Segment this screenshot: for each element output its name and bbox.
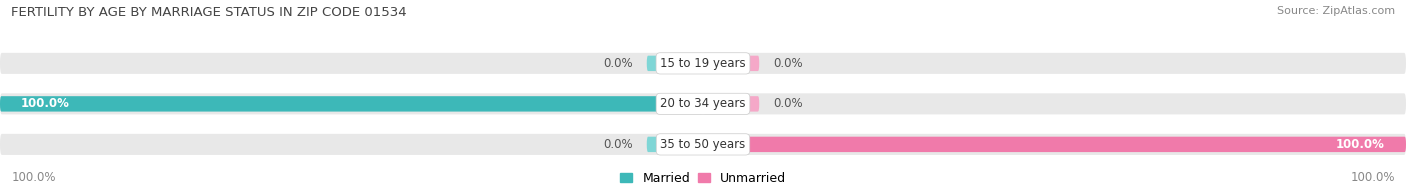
Text: 0.0%: 0.0% [603,138,633,151]
FancyBboxPatch shape [703,137,1406,152]
FancyBboxPatch shape [703,96,759,112]
Text: 0.0%: 0.0% [773,97,803,110]
Text: 0.0%: 0.0% [603,57,633,70]
FancyBboxPatch shape [647,137,703,152]
FancyBboxPatch shape [703,53,1406,74]
Text: 20 to 34 years: 20 to 34 years [661,97,745,110]
Legend: Married, Unmarried: Married, Unmarried [614,167,792,190]
FancyBboxPatch shape [0,53,703,74]
FancyBboxPatch shape [0,93,703,114]
Text: 35 to 50 years: 35 to 50 years [661,138,745,151]
FancyBboxPatch shape [703,93,1406,114]
FancyBboxPatch shape [703,56,759,71]
FancyBboxPatch shape [0,134,703,155]
FancyBboxPatch shape [703,134,1406,155]
Text: Source: ZipAtlas.com: Source: ZipAtlas.com [1277,6,1395,16]
FancyBboxPatch shape [647,56,703,71]
Text: 100.0%: 100.0% [21,97,70,110]
Text: 100.0%: 100.0% [11,171,56,183]
Text: 0.0%: 0.0% [773,57,803,70]
Text: 100.0%: 100.0% [1350,171,1395,183]
Text: 15 to 19 years: 15 to 19 years [661,57,745,70]
FancyBboxPatch shape [0,96,703,112]
Text: 100.0%: 100.0% [1336,138,1385,151]
Text: FERTILITY BY AGE BY MARRIAGE STATUS IN ZIP CODE 01534: FERTILITY BY AGE BY MARRIAGE STATUS IN Z… [11,6,406,19]
